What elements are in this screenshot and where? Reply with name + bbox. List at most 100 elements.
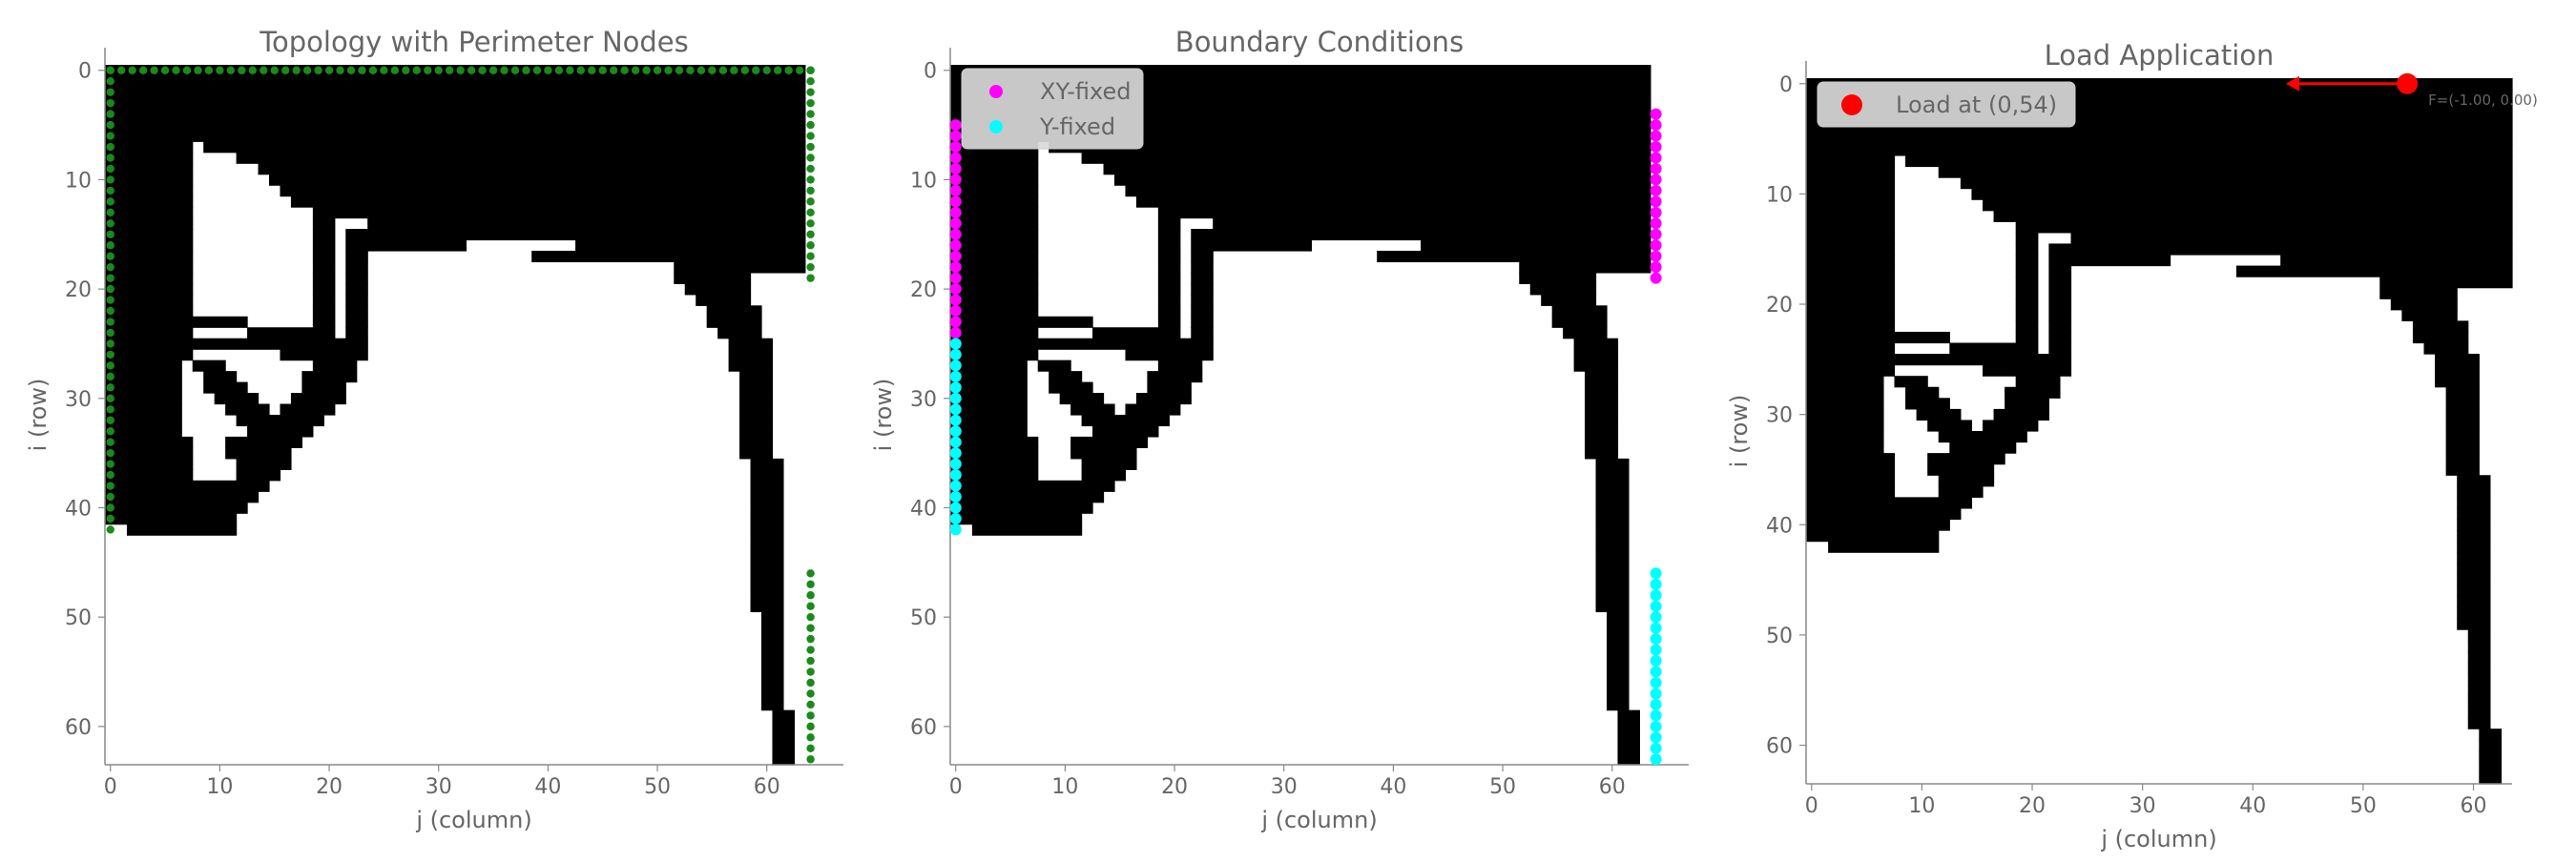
y-axis-label: i (row): [1726, 395, 1753, 468]
y-fixed-node: [1650, 742, 1662, 754]
solid-cell-run: [739, 447, 774, 460]
perimeter-node: [500, 66, 509, 74]
solid-cell-run: [1806, 255, 1896, 267]
y-tick-label: 50: [65, 606, 92, 630]
solid-cell-run: [1806, 497, 1973, 509]
perimeter-node: [106, 514, 114, 523]
solid-cell-run: [1617, 731, 1640, 744]
perimeter-node: [806, 755, 815, 764]
solid-cell-run: [105, 217, 194, 230]
y-tick-label: 30: [910, 388, 937, 412]
solid-cell-run: [1585, 436, 1619, 449]
solid-cell-run: [1806, 441, 1884, 454]
panel-load-application: 0 10 20 30 40 50 60 0 10 20 30 40 50 60 Load Applicati…: [1726, 39, 2538, 852]
solid-cell-run: [1595, 458, 1630, 470]
solid-cell-run: [750, 589, 784, 602]
y-fixed-node: [949, 458, 962, 470]
solid-cell-run: [280, 403, 336, 416]
y-fixed-node: [1650, 666, 1662, 678]
solid-cell-run: [105, 371, 182, 383]
solid-cell-run: [1806, 342, 1896, 355]
perimeter-node: [106, 318, 114, 326]
solid-cell-run: [105, 305, 194, 318]
solid-cell-run: [950, 349, 1039, 361]
solid-cell-run: [950, 403, 1028, 416]
solid-cell-run: [214, 393, 260, 405]
x-tick-label: 60: [754, 775, 780, 799]
solid-cell-run: [1607, 688, 1630, 700]
solid-cell-run: [950, 338, 1039, 350]
perimeter-node: [106, 405, 114, 414]
solid-cell-run: [105, 86, 806, 99]
solid-cell-run: [1949, 342, 2039, 355]
perimeter-node: [806, 120, 815, 130]
solid-cell-run: [2048, 309, 2072, 321]
chart-title: Load Application: [2045, 39, 2275, 72]
solid-cell-run: [1191, 338, 1214, 350]
perimeter-node: [806, 186, 815, 195]
solid-cell-run: [105, 381, 182, 394]
perimeter-node: [686, 66, 695, 74]
solid-cell-run: [2457, 497, 2491, 509]
xy-fixed-node: [949, 326, 962, 339]
solid-cell-run: [750, 513, 784, 525]
perimeter-node: [806, 656, 815, 666]
solid-cell-run: [950, 491, 1105, 503]
perimeter-node: [544, 66, 552, 74]
perimeter-node: [106, 306, 114, 316]
solid-cell-run: [1806, 154, 1896, 168]
perimeter-node: [488, 66, 498, 74]
solid-cell-run: [345, 294, 368, 306]
solid-cell-run: [1585, 447, 1619, 460]
perimeter-node: [380, 66, 388, 74]
solid-cell-run: [1971, 188, 2513, 200]
chart-title: Topology with Perimeter Nodes: [259, 26, 689, 58]
solid-cell-run: [1806, 398, 1884, 410]
solid-cell-run: [345, 283, 368, 296]
solid-cell-run: [739, 371, 774, 383]
perimeter-node: [576, 66, 585, 74]
solid-cell-run: [950, 152, 1039, 164]
solid-cell-run: [236, 458, 292, 470]
solid-cell-run: [1551, 316, 1608, 328]
perimeter-node: [106, 186, 114, 195]
solid-cell-run: [105, 393, 182, 405]
y-tick-label: 0: [924, 60, 937, 84]
solid-cell-run: [345, 261, 368, 274]
y-tick-label: 10: [65, 169, 92, 193]
solid-cell-run: [717, 327, 762, 339]
solid-cell-run: [1938, 431, 2027, 443]
y-tick-label: 20: [1766, 294, 1793, 318]
xy-fixed-node: [949, 152, 962, 164]
perimeter-node: [478, 66, 487, 74]
xy-fixed-node: [1650, 217, 1662, 230]
solid-cell-run: [772, 709, 795, 722]
perimeter-node: [106, 219, 114, 228]
solid-cell-run: [225, 403, 270, 416]
perimeter-node: [106, 110, 114, 118]
x-tick-label: 40: [534, 775, 561, 799]
solid-cell-run: [1191, 261, 1214, 274]
perimeter-node: [128, 66, 136, 74]
solid-cell-run: [1607, 699, 1630, 711]
perimeter-node: [554, 66, 564, 74]
solid-cell-run: [2445, 431, 2480, 443]
solid-cell-run: [950, 393, 1028, 405]
perimeter-node: [806, 241, 815, 250]
solid-cell-run: [750, 458, 784, 470]
solid-cell-run: [684, 283, 752, 296]
solid-cell-run: [1037, 359, 1071, 372]
solid-cell-run: [2048, 342, 2072, 355]
perimeter-node: [806, 208, 815, 217]
solid-cell-run: [1191, 239, 1312, 252]
solid-cell-run: [2479, 772, 2503, 785]
solid-cell-run: [750, 557, 784, 569]
solid-cell-run: [105, 195, 194, 208]
x-tick-label: 10: [1051, 775, 1078, 799]
y-tick-label: 60: [1766, 735, 1793, 759]
solid-cell-run: [2015, 309, 2039, 321]
solid-cell-run: [345, 305, 368, 318]
perimeter-node: [806, 591, 815, 600]
solid-cell-run: [1147, 381, 1192, 394]
x-tick-label: 60: [1599, 775, 1626, 799]
